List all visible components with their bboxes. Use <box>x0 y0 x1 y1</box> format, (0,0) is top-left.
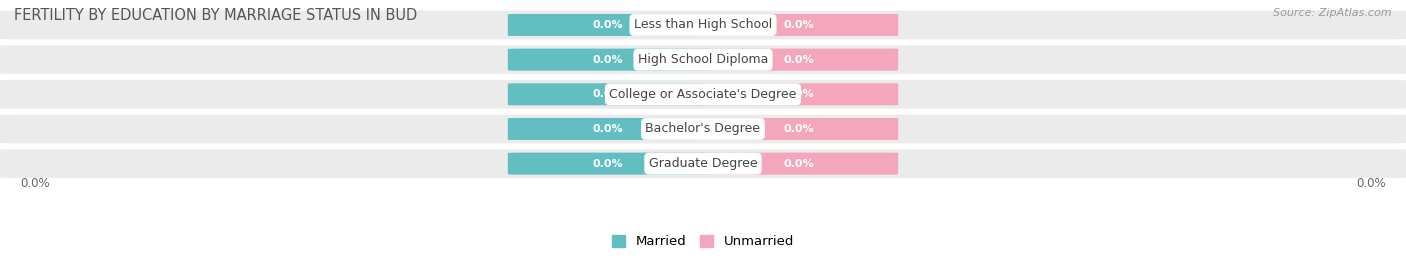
FancyBboxPatch shape <box>0 80 1406 109</box>
Text: 0.0%: 0.0% <box>592 20 623 30</box>
FancyBboxPatch shape <box>508 153 707 175</box>
FancyBboxPatch shape <box>699 49 898 71</box>
FancyBboxPatch shape <box>0 115 1406 143</box>
Text: 0.0%: 0.0% <box>783 159 814 169</box>
Text: 0.0%: 0.0% <box>592 159 623 169</box>
Text: High School Diploma: High School Diploma <box>638 53 768 66</box>
Text: 0.0%: 0.0% <box>783 124 814 134</box>
Text: Source: ZipAtlas.com: Source: ZipAtlas.com <box>1274 8 1392 18</box>
Text: 0.0%: 0.0% <box>783 55 814 65</box>
FancyBboxPatch shape <box>0 149 1406 178</box>
Text: Graduate Degree: Graduate Degree <box>648 157 758 170</box>
FancyBboxPatch shape <box>508 83 707 105</box>
FancyBboxPatch shape <box>508 118 707 140</box>
Text: 0.0%: 0.0% <box>592 89 623 99</box>
Text: 0.0%: 0.0% <box>783 89 814 99</box>
Text: 0.0%: 0.0% <box>783 20 814 30</box>
FancyBboxPatch shape <box>508 49 707 71</box>
FancyBboxPatch shape <box>0 10 1406 39</box>
FancyBboxPatch shape <box>508 14 707 36</box>
Text: College or Associate's Degree: College or Associate's Degree <box>609 88 797 101</box>
Text: Bachelor's Degree: Bachelor's Degree <box>645 122 761 136</box>
Text: 0.0%: 0.0% <box>1355 177 1385 190</box>
Text: 0.0%: 0.0% <box>592 55 623 65</box>
FancyBboxPatch shape <box>699 153 898 175</box>
FancyBboxPatch shape <box>699 83 898 105</box>
FancyBboxPatch shape <box>699 118 898 140</box>
Text: FERTILITY BY EDUCATION BY MARRIAGE STATUS IN BUD: FERTILITY BY EDUCATION BY MARRIAGE STATU… <box>14 8 418 23</box>
Text: 0.0%: 0.0% <box>21 177 51 190</box>
Text: 0.0%: 0.0% <box>592 124 623 134</box>
Legend: Married, Unmarried: Married, Unmarried <box>607 229 799 254</box>
FancyBboxPatch shape <box>699 14 898 36</box>
Text: Less than High School: Less than High School <box>634 19 772 31</box>
FancyBboxPatch shape <box>0 45 1406 74</box>
